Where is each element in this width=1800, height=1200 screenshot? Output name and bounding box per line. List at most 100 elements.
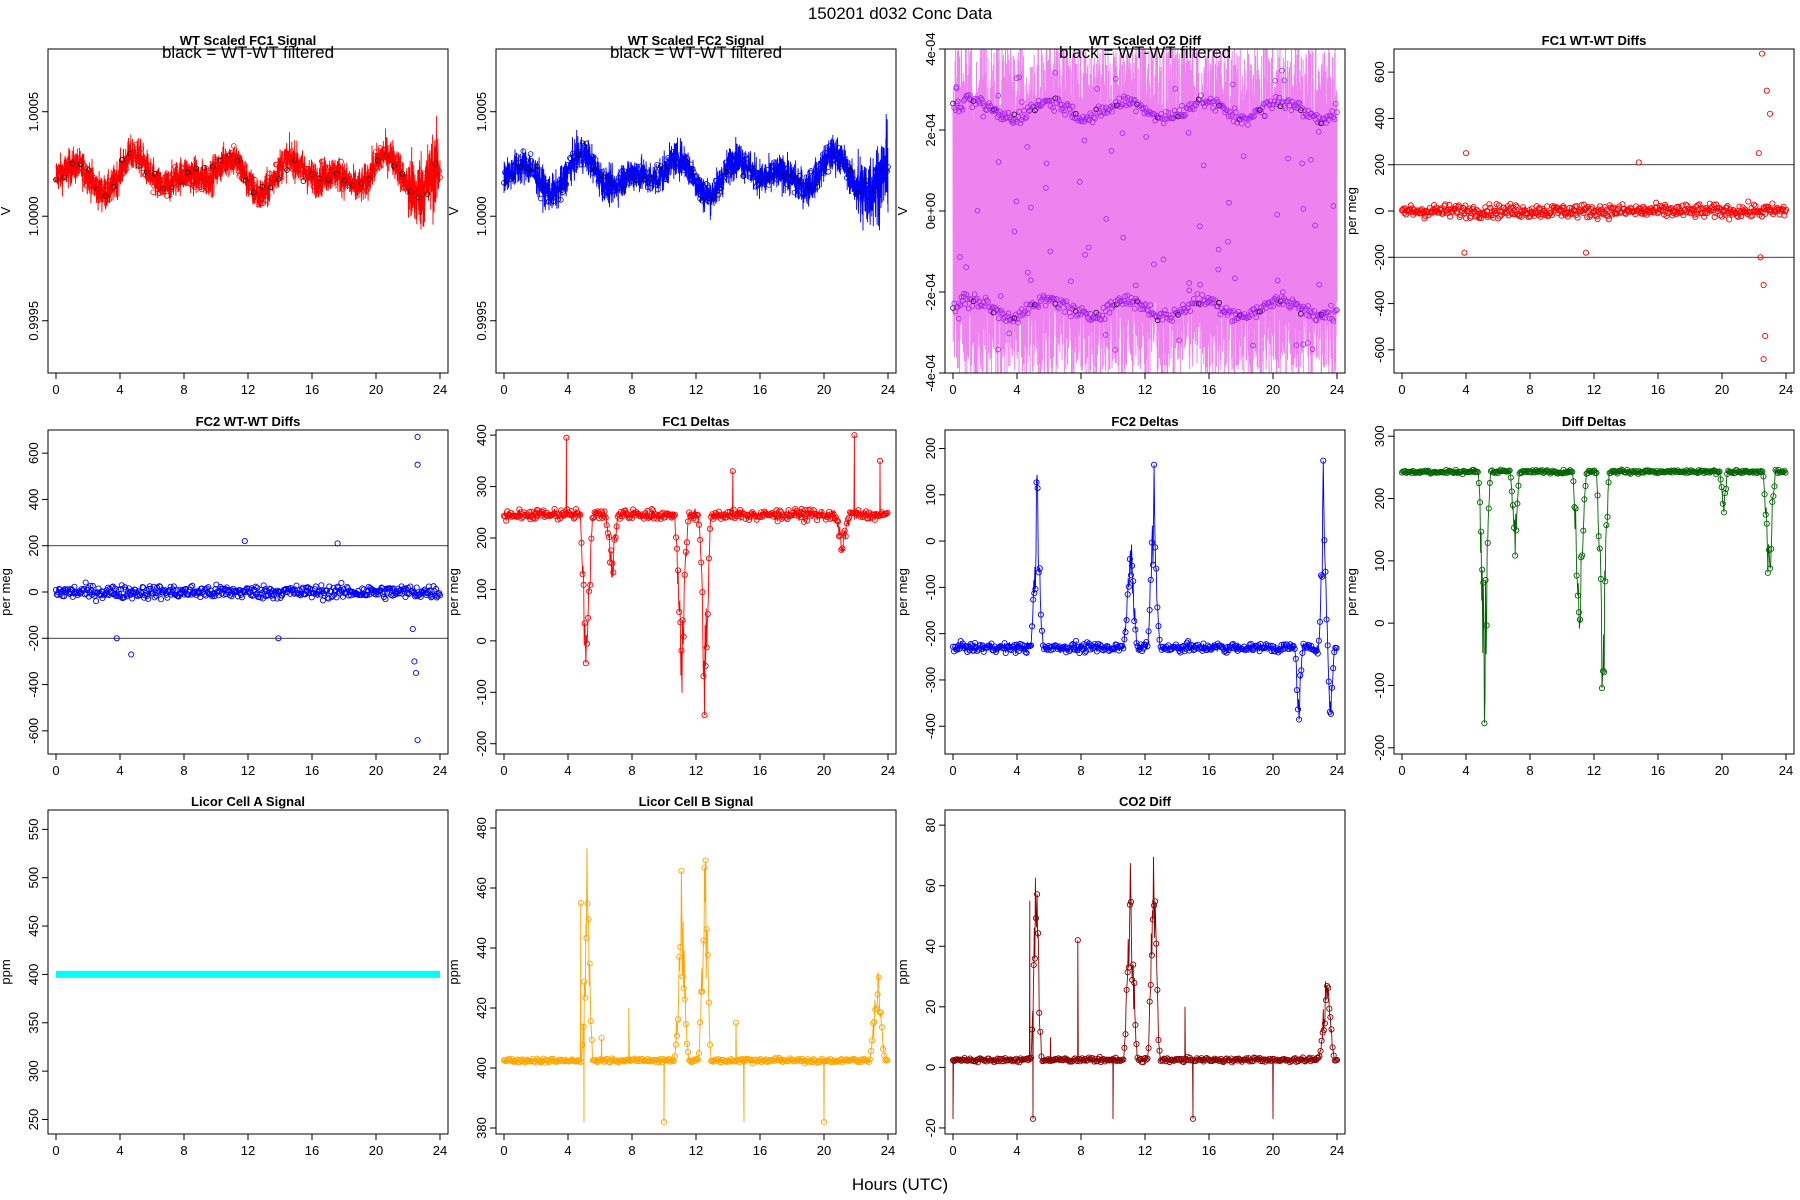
data-line (1401, 467, 1787, 724)
data-point (1064, 101, 1071, 107)
x-tick-label: 24 (881, 763, 895, 778)
data-point (586, 588, 593, 595)
data-point (870, 184, 877, 190)
data-point (1120, 645, 1127, 652)
data-point (866, 184, 873, 190)
data-point (428, 178, 435, 185)
data-point (1596, 545, 1603, 552)
data-point (1010, 117, 1016, 123)
data-point (602, 514, 609, 521)
data-point (1031, 590, 1038, 597)
data-point (1760, 282, 1767, 289)
data-point (531, 515, 538, 522)
data-point (1205, 299, 1212, 306)
data-point (1476, 499, 1484, 506)
data-point (656, 172, 662, 178)
data-point (1091, 114, 1097, 121)
data-point (1209, 300, 1215, 306)
data-point (372, 168, 378, 175)
data-point (834, 518, 842, 525)
data-point (685, 171, 692, 178)
data-point (1071, 646, 1079, 653)
data-point (612, 1058, 619, 1065)
x-tick-label: 8 (628, 1143, 635, 1158)
data-point (616, 185, 623, 191)
data-point (863, 187, 869, 193)
data-point (585, 916, 592, 923)
data-point (1038, 103, 1044, 109)
data-point (1183, 307, 1190, 314)
data-point (1160, 120, 1167, 127)
data-point (1127, 898, 1135, 905)
data-point (1513, 527, 1520, 534)
data-point (851, 176, 857, 183)
data-point (424, 191, 430, 197)
data-point (1721, 490, 1729, 497)
data-point (583, 934, 590, 941)
data-point (1763, 520, 1770, 527)
data-point (988, 640, 995, 647)
data-point (1745, 198, 1752, 205)
data-point (1281, 77, 1288, 84)
data-point (1227, 307, 1233, 314)
y-axis-label: V (446, 206, 461, 215)
data-point (1475, 479, 1482, 487)
data-point (1578, 202, 1585, 209)
data-point (661, 1056, 669, 1063)
data-point (1122, 628, 1129, 636)
data-point (808, 168, 814, 174)
data-point (1094, 109, 1101, 116)
data-point (144, 169, 151, 175)
data-point (557, 176, 563, 183)
data-point (795, 192, 801, 198)
data-point (1188, 641, 1195, 649)
x-tick-label: 24 (1330, 763, 1344, 778)
data-point (1215, 266, 1222, 273)
data-point (543, 179, 549, 186)
data-point (851, 432, 858, 439)
data-point (957, 302, 964, 309)
data-point (1062, 111, 1068, 118)
data-point (872, 1006, 879, 1013)
y-tick-label: 0e+00 (923, 193, 938, 230)
data-point (586, 960, 593, 967)
data-point (1149, 916, 1157, 923)
data-point (648, 1058, 655, 1065)
data-point (1125, 964, 1132, 971)
data-point (1123, 986, 1130, 993)
x-tick-label: 24 (433, 382, 447, 397)
data-point (701, 711, 708, 719)
data-point (1692, 213, 1699, 221)
data-point (990, 310, 996, 316)
data-point (1768, 545, 1775, 552)
data-point (818, 170, 824, 177)
data-point (612, 534, 619, 541)
data-point (1017, 312, 1024, 319)
data-point (701, 192, 708, 199)
data-point (551, 505, 558, 513)
data-point (1186, 647, 1193, 654)
data-point (964, 296, 971, 303)
data-point (629, 167, 636, 173)
data-point (311, 590, 318, 597)
data-point (1462, 202, 1469, 209)
data-point (628, 175, 635, 182)
data-point (804, 517, 811, 524)
data-point (820, 1118, 828, 1126)
data-point (601, 508, 608, 515)
chart-title: Licor Cell B Signal (639, 794, 754, 809)
data-point (115, 586, 122, 593)
data-point (1223, 304, 1230, 311)
data-point (784, 181, 790, 188)
data-point (885, 164, 891, 170)
data-point (695, 521, 703, 528)
data-point (777, 508, 784, 515)
y-tick-label: -400 (1372, 291, 1387, 317)
y-tick-label: 1.0000 (474, 196, 489, 236)
data-point (293, 582, 300, 589)
data-point (1068, 313, 1074, 320)
data-point (1274, 277, 1281, 284)
data-point (1507, 474, 1514, 481)
data-point (595, 178, 602, 185)
data-point (112, 585, 119, 592)
